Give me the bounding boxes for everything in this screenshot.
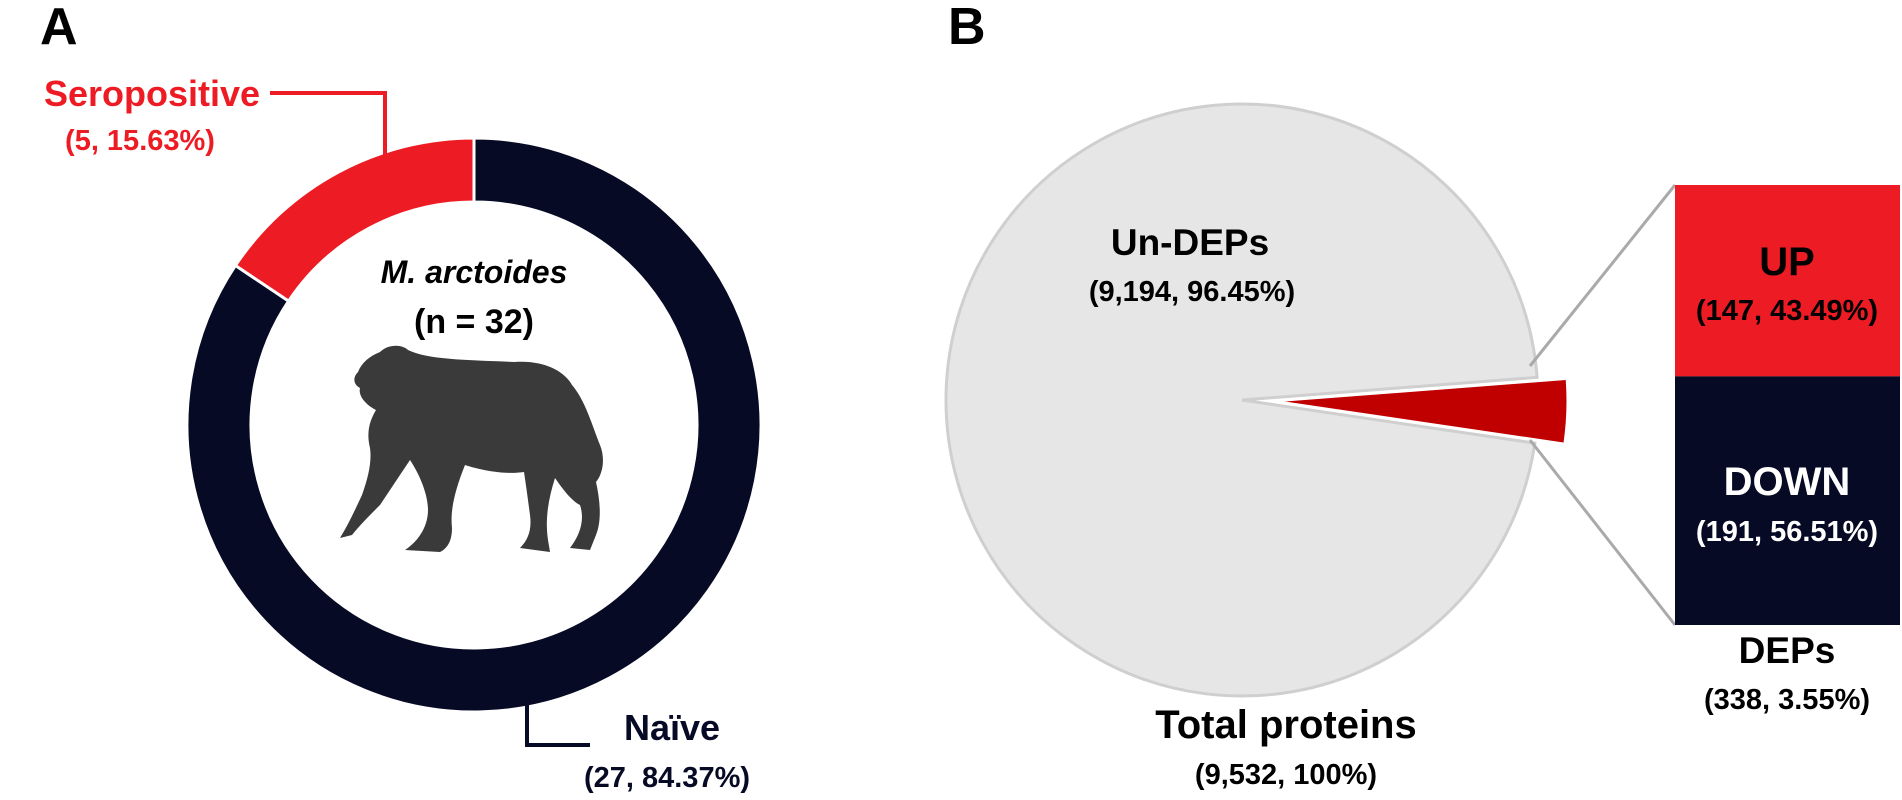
- total-proteins-label: Total proteins: [1155, 703, 1416, 747]
- stacked-bar-segment-down: [1675, 376, 1900, 625]
- naive-label: Naïve: [624, 707, 720, 748]
- macaque-silhouette-icon: [340, 345, 603, 552]
- naive-leader-line: [525, 690, 590, 747]
- down-value-label: (191, 56.51%): [1696, 516, 1878, 548]
- stacked-bar-segment-up: [1675, 185, 1900, 377]
- deps-connector-top: [1528, 184, 1677, 367]
- deps-connector-bottom: [1528, 439, 1677, 626]
- donut-center-subtitle: (n = 32): [414, 303, 534, 341]
- panel-a-letter: A: [40, 0, 78, 56]
- up-label: UP: [1759, 240, 1815, 284]
- pie-slice-un-deps: [944, 102, 1539, 698]
- seropositive-value-label: (5, 15.63%): [65, 125, 215, 157]
- donut-slice-naive: [185, 136, 763, 714]
- donut-chart: [185, 136, 763, 714]
- un-deps-value-label: (9,194, 96.45%): [1089, 276, 1295, 308]
- naive-value-label: (27, 84.37%): [584, 762, 750, 794]
- pie-chart: [944, 102, 1570, 698]
- down-label: DOWN: [1724, 460, 1851, 504]
- up-value-label: (147, 43.49%): [1696, 295, 1878, 327]
- seropositive-label: Seropositive: [44, 73, 260, 114]
- donut-center-title: M. arctoides: [381, 254, 568, 290]
- seropositive-leader-line: [270, 91, 387, 160]
- total-proteins-value-label: (9,532, 100%): [1195, 759, 1377, 791]
- pie-slice-deps: [1271, 376, 1570, 446]
- un-deps-label: Un-DEPs: [1111, 222, 1269, 263]
- deps-value-label: (338, 3.55%): [1704, 684, 1870, 716]
- deps-label: DEPs: [1739, 630, 1836, 671]
- stacked-bar: [1675, 185, 1900, 625]
- panel-b-letter: B: [948, 0, 986, 56]
